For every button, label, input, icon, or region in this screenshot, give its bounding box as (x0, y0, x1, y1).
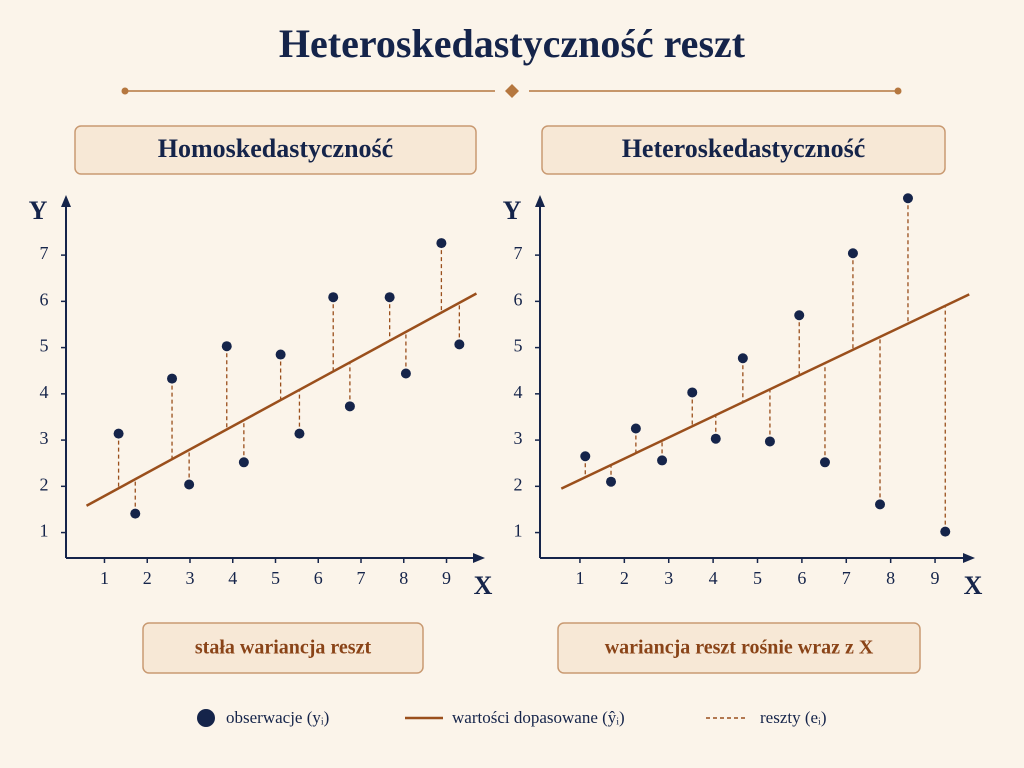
x-axis-arrow (963, 553, 975, 563)
x-tick-label: 7 (842, 568, 851, 588)
x-tick-label: 1 (100, 568, 109, 588)
y-tick-label: 5 (514, 336, 523, 356)
x-tick-label: 3 (664, 568, 673, 588)
observation (737, 353, 748, 364)
caption-box (142, 622, 424, 674)
observation (328, 292, 339, 303)
observation (687, 387, 698, 398)
y-tick-label: 1 (40, 521, 49, 541)
y-tick-label: 1 (514, 521, 523, 541)
observation (167, 373, 178, 384)
observation (184, 479, 195, 490)
title-ornament (121, 84, 902, 98)
x-tick-label: 9 (442, 568, 451, 588)
observation (819, 457, 830, 468)
observation (344, 401, 355, 412)
observation (847, 248, 858, 259)
x-tick-label: 5 (271, 568, 280, 588)
y-tick-label: 7 (40, 243, 49, 263)
panel-title: Heteroskedastyczność (622, 134, 866, 163)
observation (794, 310, 805, 321)
x-tick-label: 3 (185, 568, 194, 588)
y-axis-label: Y (503, 196, 522, 225)
observation (630, 423, 641, 434)
x-tick-label: 6 (797, 568, 806, 588)
x-tick-label: 8 (399, 568, 408, 588)
observation (902, 193, 913, 204)
y-axis-label: Y (29, 196, 48, 225)
y-axis-arrow (61, 195, 71, 207)
observation (384, 292, 395, 303)
x-tick-label: 2 (143, 568, 152, 588)
x-tick-label: 5 (753, 568, 762, 588)
x-tick-label: 2 (620, 568, 629, 588)
y-tick-label: 6 (40, 289, 49, 309)
panel: Heteroskedastyczność wariancja reszt rośn… (503, 125, 983, 674)
y-tick-label: 5 (40, 336, 49, 356)
x-tick-label: 4 (228, 568, 237, 588)
panel-title-box (541, 125, 946, 175)
x-tick-label: 4 (709, 568, 718, 588)
observation (238, 457, 249, 468)
fitted-line (560, 293, 970, 490)
x-tick-label: 6 (314, 568, 323, 588)
caption: wariancja reszt rośnie wraz z X (605, 637, 874, 659)
legend-label: obserwacje (yᵢ) (226, 708, 329, 727)
observation (580, 451, 591, 462)
observation (875, 499, 886, 510)
panel: Homoskedastyczność stała wariancja reszt X… (29, 125, 493, 674)
y-axis-arrow (535, 195, 545, 207)
observation (710, 433, 721, 444)
observation (454, 339, 465, 350)
legend: obserwacje (yᵢ) wartości dopasowane (ŷᵢ)… (197, 708, 827, 727)
y-tick-label: 3 (514, 428, 523, 448)
x-axis-label: X (474, 571, 493, 600)
legend-dot (197, 709, 215, 727)
x-axis-label: X (964, 571, 983, 600)
observation (606, 476, 617, 487)
y-tick-label: 2 (40, 474, 49, 494)
panel-title: Homoskedastyczność (158, 134, 393, 163)
caption-box (557, 622, 921, 674)
y-tick-label: 4 (514, 382, 523, 402)
x-tick-label: 8 (886, 568, 895, 588)
observation (113, 428, 124, 439)
observation (294, 428, 305, 439)
x-axis-arrow (473, 553, 485, 563)
x-tick-label: 7 (357, 568, 366, 588)
observation (275, 349, 286, 360)
observation (436, 238, 447, 249)
observation (940, 526, 951, 537)
x-tick-label: 1 (575, 568, 584, 588)
y-tick-label: 4 (40, 382, 49, 402)
observation (764, 436, 775, 447)
y-tick-label: 6 (514, 289, 523, 309)
y-tick-label: 3 (40, 428, 49, 448)
caption: stała wariancja reszt (195, 637, 372, 659)
observation (221, 341, 232, 352)
fitted-line (85, 292, 478, 507)
page-title: Heteroskedastyczność reszt (279, 21, 746, 66)
panel-title-box (74, 125, 477, 175)
legend-label: wartości dopasowane (ŷᵢ) (452, 708, 625, 727)
observation (400, 368, 411, 379)
y-tick-label: 7 (514, 243, 523, 263)
observation (657, 455, 668, 466)
legend-label: reszty (eᵢ) (760, 708, 827, 727)
y-tick-label: 2 (514, 474, 523, 494)
observation (130, 508, 141, 519)
x-tick-label: 9 (931, 568, 940, 588)
